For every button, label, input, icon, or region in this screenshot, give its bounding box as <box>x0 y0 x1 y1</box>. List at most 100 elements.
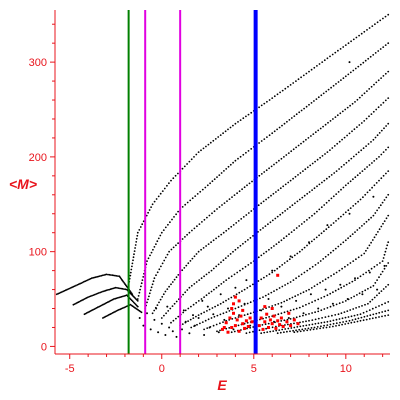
data-point <box>237 121 239 123</box>
data-point <box>318 63 321 65</box>
data-point <box>317 262 320 264</box>
data-point <box>228 327 231 329</box>
data-point <box>344 316 347 319</box>
data-point <box>301 196 304 199</box>
data-point <box>283 311 286 314</box>
data-point <box>217 136 220 138</box>
data-point <box>265 169 268 172</box>
data-point <box>209 141 212 144</box>
data-point <box>321 317 323 319</box>
data-point <box>142 276 145 278</box>
data-point <box>164 290 167 293</box>
y-tick-label: 200 <box>29 152 47 164</box>
data-point <box>376 279 378 281</box>
data-point <box>384 302 386 305</box>
data-point <box>335 83 337 85</box>
data-point <box>225 279 228 281</box>
data-point <box>381 201 384 204</box>
data-point <box>123 288 125 290</box>
data-point <box>340 79 342 81</box>
data-point <box>330 86 332 89</box>
data-point <box>195 153 198 156</box>
data-point <box>134 244 137 246</box>
data-point <box>324 288 327 291</box>
data-point <box>376 21 379 24</box>
data-point <box>344 44 347 46</box>
data-point <box>313 187 316 190</box>
data-point <box>157 331 160 334</box>
data-point <box>181 167 184 170</box>
data-point <box>338 318 341 320</box>
data-point <box>271 271 274 274</box>
data-point <box>289 330 291 333</box>
data-point <box>146 312 148 315</box>
data-point <box>213 178 216 181</box>
data-point <box>265 316 267 319</box>
data-point <box>369 286 372 289</box>
data-point <box>280 157 283 160</box>
data-point <box>237 246 239 249</box>
data-point <box>342 241 345 244</box>
data-point <box>347 237 349 240</box>
data-point <box>171 330 174 333</box>
data-point <box>168 250 171 253</box>
data-point <box>349 235 352 238</box>
data-point <box>288 233 290 236</box>
data-point <box>348 282 351 284</box>
data-point <box>246 313 249 316</box>
data-point <box>136 298 139 300</box>
data-point <box>212 139 215 142</box>
data-point <box>151 312 154 315</box>
data-point <box>297 174 299 176</box>
data-point <box>298 275 300 278</box>
data-point <box>371 298 374 301</box>
data-point <box>331 314 333 317</box>
data-point <box>380 77 382 79</box>
highlight-point <box>224 321 228 325</box>
data-point <box>366 315 369 317</box>
data-point <box>156 240 159 243</box>
data-point <box>270 247 273 249</box>
data-point <box>382 75 385 77</box>
data-point <box>332 325 334 328</box>
data-point <box>247 239 249 241</box>
data-point <box>338 324 340 327</box>
data-point <box>166 305 169 308</box>
data-point <box>286 260 289 262</box>
data-point <box>303 221 306 223</box>
data-point <box>281 89 284 92</box>
data-point <box>250 111 253 114</box>
data-point <box>142 324 145 327</box>
highlight-point <box>243 326 247 330</box>
rising-curve-13 <box>260 301 390 335</box>
data-point <box>175 300 178 303</box>
data-point <box>191 257 194 260</box>
data-point <box>250 262 252 264</box>
data-point <box>271 219 274 222</box>
highlight-point <box>270 307 274 310</box>
rising-curve-4 <box>151 97 390 315</box>
data-point <box>384 310 387 313</box>
data-point <box>236 271 239 274</box>
data-point <box>222 312 225 315</box>
data-point <box>227 128 229 131</box>
rising-curve-5 <box>160 122 390 319</box>
data-point <box>203 311 206 314</box>
data-point <box>328 175 331 178</box>
data-point <box>175 244 177 247</box>
data-point <box>215 237 218 240</box>
data-point <box>356 229 359 231</box>
left-branch-4 <box>102 303 143 319</box>
data-point <box>227 255 230 257</box>
highlight-point <box>296 322 300 326</box>
data-point <box>363 30 366 33</box>
data-point <box>308 103 310 106</box>
data-point <box>359 172 361 175</box>
data-point <box>357 256 360 259</box>
left-branch-3 <box>83 294 139 316</box>
data-point <box>199 322 201 325</box>
data-point <box>347 322 350 325</box>
data-point <box>291 204 294 207</box>
data-point <box>321 61 324 63</box>
data-point <box>140 311 143 314</box>
